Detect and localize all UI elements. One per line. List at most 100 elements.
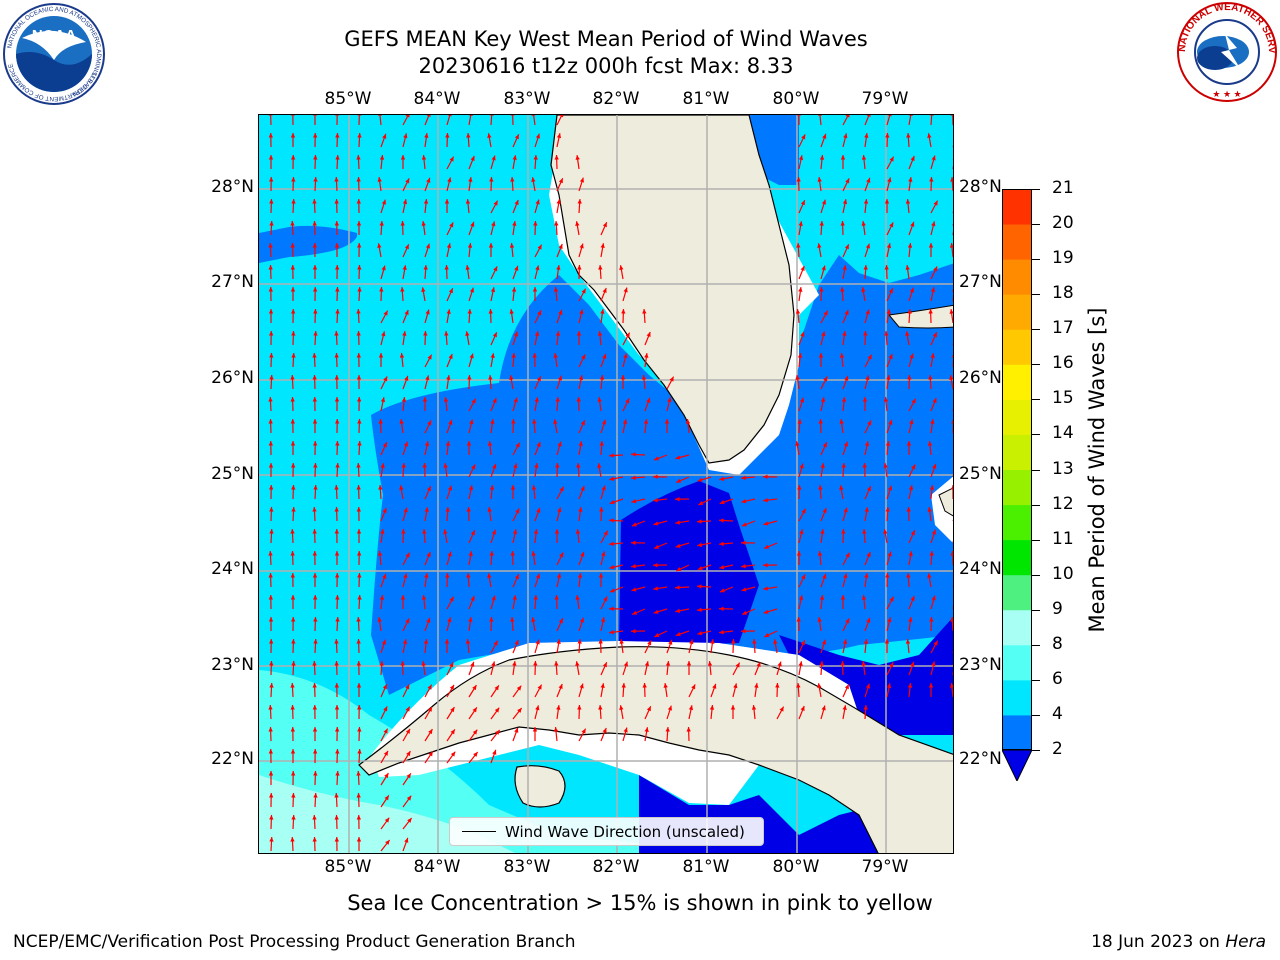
wave-direction-arrow xyxy=(356,683,362,697)
wave-direction-arrow xyxy=(357,572,362,588)
wave-direction-arrow xyxy=(578,309,584,324)
wave-direction-arrow xyxy=(380,728,389,742)
wave-direction-arrow xyxy=(556,617,564,632)
wave-direction-arrow xyxy=(949,243,953,258)
wave-direction-arrow xyxy=(268,484,274,500)
wave-direction-arrow xyxy=(356,814,362,830)
colorbar-tick xyxy=(1032,714,1040,716)
wave-direction-arrow xyxy=(820,705,826,720)
wave-direction-arrow xyxy=(842,331,847,346)
lon-label-top-80: 80°W xyxy=(772,89,820,109)
wave-direction-arrow xyxy=(861,155,867,170)
wave-direction-arrow xyxy=(577,573,583,588)
wave-direction-arrow xyxy=(290,770,296,786)
wave-direction-arrow xyxy=(290,595,296,609)
wave-direction-arrow xyxy=(643,419,649,434)
wave-direction-arrow xyxy=(356,308,361,324)
wave-direction-arrow xyxy=(906,132,911,148)
wave-direction-arrow xyxy=(732,662,741,676)
wave-direction-arrow xyxy=(380,639,387,654)
wave-direction-arrow xyxy=(556,573,562,588)
wave-direction-arrow xyxy=(697,564,712,571)
wave-direction-arrow xyxy=(675,630,690,637)
colorbar-segment xyxy=(1002,504,1032,541)
wave-direction-arrow xyxy=(509,309,514,324)
wave-direction-arrow xyxy=(512,463,518,478)
colorbar xyxy=(1002,189,1032,781)
colorbar-segment xyxy=(1002,469,1032,506)
wave-direction-arrow xyxy=(798,661,803,676)
wave-direction-arrow xyxy=(531,115,536,126)
wave-direction-arrow xyxy=(597,331,603,346)
wave-direction-arrow xyxy=(751,705,757,720)
colorbar-tick xyxy=(1032,259,1040,261)
wave-direction-arrow xyxy=(575,529,581,544)
wave-direction-arrow xyxy=(818,418,823,434)
wave-direction-arrow xyxy=(490,749,497,764)
wave-direction-arrow xyxy=(268,155,274,169)
wave-direction-arrow xyxy=(820,133,827,148)
wave-direction-arrow xyxy=(641,375,647,390)
wave-direction-arrow xyxy=(863,639,869,654)
wave-direction-arrow xyxy=(886,375,891,390)
wave-direction-arrow xyxy=(578,243,584,258)
wave-direction-arrow xyxy=(600,551,606,566)
wave-direction-arrow xyxy=(533,220,538,236)
wave-direction-arrow xyxy=(443,397,449,412)
wave-direction-arrow xyxy=(609,541,624,546)
lat-label-left-28: 28°N xyxy=(211,177,254,197)
wave-direction-arrow xyxy=(377,551,383,566)
wave-direction-arrow xyxy=(578,354,586,368)
wave-direction-arrow xyxy=(313,484,318,500)
wave-direction-arrow xyxy=(577,198,582,214)
wave-direction-arrow xyxy=(864,375,870,390)
wave-direction-arrow xyxy=(268,572,273,588)
wave-direction-arrow xyxy=(719,498,734,505)
wave-direction-arrow xyxy=(609,586,624,593)
wave-direction-arrow xyxy=(402,817,413,830)
wave-direction-arrow xyxy=(798,595,804,610)
wave-direction-arrow xyxy=(600,309,605,324)
colorbar-tick-label: 17 xyxy=(1052,318,1074,339)
colorbar-tick-label: 11 xyxy=(1052,528,1074,549)
wave-direction-arrow xyxy=(423,199,429,214)
wave-direction-arrow xyxy=(631,475,646,480)
wave-direction-arrow xyxy=(291,330,296,346)
wave-direction-arrow xyxy=(817,683,822,698)
wave-direction-arrow xyxy=(444,199,450,213)
wave-direction-arrow xyxy=(446,222,454,236)
wave-direction-arrow xyxy=(312,115,318,125)
wave-direction-arrow xyxy=(424,115,431,126)
wave-direction-arrow xyxy=(268,792,274,808)
wave-direction-arrow xyxy=(510,616,515,632)
wave-direction-arrow xyxy=(798,397,805,412)
wave-direction-arrow xyxy=(930,640,939,654)
wave-direction-arrow xyxy=(719,541,734,546)
wave-direction-arrow xyxy=(741,498,756,504)
wave-direction-arrow xyxy=(269,660,274,676)
wave-direction-arrow xyxy=(488,243,494,257)
wave-direction-arrow xyxy=(949,375,953,390)
wave-direction-arrow xyxy=(532,727,538,741)
wave-direction-arrow xyxy=(666,705,673,720)
wave-direction-arrow xyxy=(798,134,806,148)
wave-direction-arrow xyxy=(379,220,384,236)
wave-direction-arrow xyxy=(269,682,274,698)
wave-direction-arrow xyxy=(907,243,913,258)
wave-direction-arrow xyxy=(268,330,274,346)
wave-direction-arrow xyxy=(512,727,519,742)
wave-direction-arrow xyxy=(763,520,778,526)
wave-direction-arrow xyxy=(533,660,538,676)
wave-direction-arrow xyxy=(533,529,539,544)
sea-ice-note: Sea Ice Concentration > 15% is shown in … xyxy=(347,891,933,915)
wave-direction-arrow xyxy=(622,353,628,368)
wave-direction-arrow xyxy=(380,817,390,830)
wave-direction-arrow xyxy=(819,220,824,236)
wave-direction-arrow xyxy=(402,507,408,522)
wave-direction-arrow xyxy=(490,661,496,676)
wave-direction-arrow xyxy=(952,158,953,169)
wave-direction-arrow xyxy=(798,287,803,302)
wave-direction-arrow xyxy=(861,595,867,610)
wave-direction-arrow xyxy=(907,683,913,698)
wave-direction-arrow xyxy=(380,376,388,390)
